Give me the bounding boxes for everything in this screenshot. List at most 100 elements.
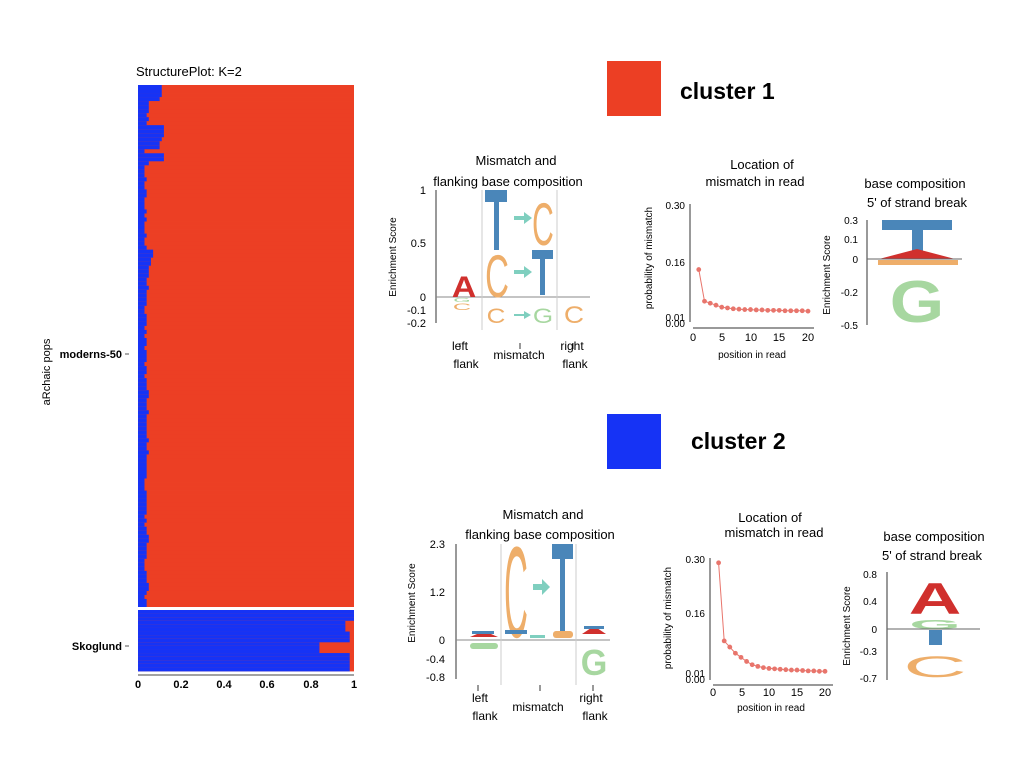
x-tick-label: 0 [135, 679, 141, 691]
y-tick-label: 0 [420, 292, 426, 304]
moderns-bar-cluster2 [138, 434, 147, 439]
y-tick-label: 0.00 [686, 675, 706, 686]
data-point [753, 307, 759, 313]
moderns-bar-cluster2 [138, 301, 147, 307]
y-tick-label: -0.4 [426, 654, 445, 666]
moderns-bar-cluster2 [138, 157, 164, 162]
data-point [794, 308, 799, 314]
moderns-bar-cluster1 [138, 269, 354, 275]
data-point [759, 307, 765, 313]
moderns-bar-cluster1 [138, 578, 354, 584]
moderns-bar-cluster2 [138, 426, 147, 431]
moderns-bar-cluster2 [138, 490, 147, 495]
axis-ylabel: Enrichment Score [842, 586, 853, 666]
moderns-bar-cluster2 [138, 237, 145, 242]
logo-T-stem [540, 258, 545, 295]
moderns-bar-cluster1 [138, 117, 354, 122]
moderns-bar-cluster2 [138, 185, 145, 190]
moderns-bar-cluster2 [138, 566, 145, 572]
moderns-bar-cluster2 [138, 562, 145, 568]
skoglund-bar-cluster2 [138, 656, 350, 661]
moderns-bar-cluster2 [138, 121, 147, 126]
logo-T-bar [532, 250, 553, 259]
x-tick-label: 10 [763, 687, 775, 699]
x-tick-label: 20 [802, 332, 814, 344]
moderns-bar-cluster2 [138, 450, 149, 455]
moderns-bar-cluster1 [138, 414, 354, 419]
data-point [749, 662, 755, 668]
moderns-bar-cluster2 [138, 470, 147, 475]
moderns-bar-cluster1 [138, 265, 354, 271]
moderns-bar-cluster1 [138, 514, 354, 520]
moderns-bar-cluster1 [138, 538, 354, 544]
moderns-bar-cluster1 [138, 329, 354, 335]
moderns-bar-cluster2 [138, 177, 147, 182]
logo-T-bar [485, 190, 507, 202]
moderns-bar-cluster1 [138, 498, 354, 503]
data-point [805, 308, 811, 314]
moderns-bar-cluster1 [138, 157, 354, 162]
moderns-bar-cluster1 [138, 305, 354, 311]
moderns-bar-cluster1 [138, 313, 354, 319]
moderns-bar-cluster2 [138, 249, 154, 255]
moderns-bar-cluster2 [138, 317, 147, 323]
moderns-bar-cluster2 [138, 201, 145, 206]
moderns-bar-cluster2 [138, 141, 160, 146]
moderns-bar-cluster1 [138, 185, 354, 190]
moderns-bar-cluster2 [138, 398, 147, 403]
moderns-bar-cluster1 [138, 366, 354, 371]
data-point [733, 650, 738, 656]
moderns-bar-cluster2 [138, 474, 147, 479]
data-point [730, 306, 736, 312]
moderns-bar-cluster2 [138, 125, 164, 130]
moderns-bar-cluster1 [138, 486, 354, 491]
base-panel-1: base composition 5' of strand break Enri… [822, 176, 968, 335]
x-label: mismatch [493, 348, 544, 362]
moderns-bar-cluster2 [138, 93, 162, 98]
y-tick-label: 0.00 [666, 319, 686, 330]
moderns-bar-cluster1 [138, 398, 354, 403]
mismatch-arrow [514, 212, 532, 224]
moderns-bar-cluster2 [138, 181, 145, 186]
moderns-bar-cluster1 [138, 478, 354, 483]
moderns-bar-cluster1 [138, 494, 354, 499]
moderns-bar-cluster1 [138, 225, 354, 230]
moderns-bar-cluster2 [138, 466, 147, 471]
moderns-bar-cluster1 [138, 177, 354, 182]
moderns-bar-cluster2 [138, 494, 147, 499]
moderns-bar-cluster1 [138, 394, 354, 399]
panel-title: 5' of strand break [882, 548, 983, 563]
moderns-bar-cluster1 [138, 309, 354, 315]
x-tick-label: 10 [745, 332, 757, 344]
data-point [725, 305, 730, 311]
moderns-bar-cluster1 [138, 586, 354, 592]
moderns-bar-cluster2 [138, 578, 147, 584]
moderns-bar-cluster1 [138, 337, 354, 343]
moderns-bar-cluster1 [138, 534, 354, 540]
moderns-bar-cluster1 [138, 466, 354, 471]
moderns-bar-cluster2 [138, 97, 160, 102]
moderns-bar-cluster2 [138, 137, 162, 142]
x-tick-label: 15 [773, 332, 785, 344]
moderns-bar-cluster2 [138, 337, 147, 343]
moderns-bar-cluster2 [138, 309, 145, 315]
moderns-bar-cluster1 [138, 165, 354, 170]
moderns-bar-cluster2 [138, 422, 147, 427]
y-tick-label: -0.2 [407, 318, 426, 330]
skoglund-bar-cluster2 [138, 620, 346, 625]
data-point [766, 666, 772, 671]
x-label: right [560, 339, 584, 353]
moderns-bar-cluster2 [138, 542, 147, 548]
x-label: mismatch [512, 700, 563, 714]
data-point [788, 308, 794, 314]
mismatch-arrow [514, 311, 531, 319]
moderns-bar-cluster2 [138, 285, 149, 291]
moderns-bar-cluster1 [138, 454, 354, 459]
moderns-bar-cluster2 [138, 446, 147, 451]
cluster-1-label: cluster 1 [680, 78, 775, 104]
moderns-bar-cluster1 [138, 133, 354, 138]
location-panel-2: Location of mismatch in read probability… [663, 510, 833, 714]
moderns-bar-cluster2 [138, 442, 147, 447]
logo-letter: C [903, 650, 967, 684]
skoglund-bar-cluster2 [138, 645, 320, 650]
